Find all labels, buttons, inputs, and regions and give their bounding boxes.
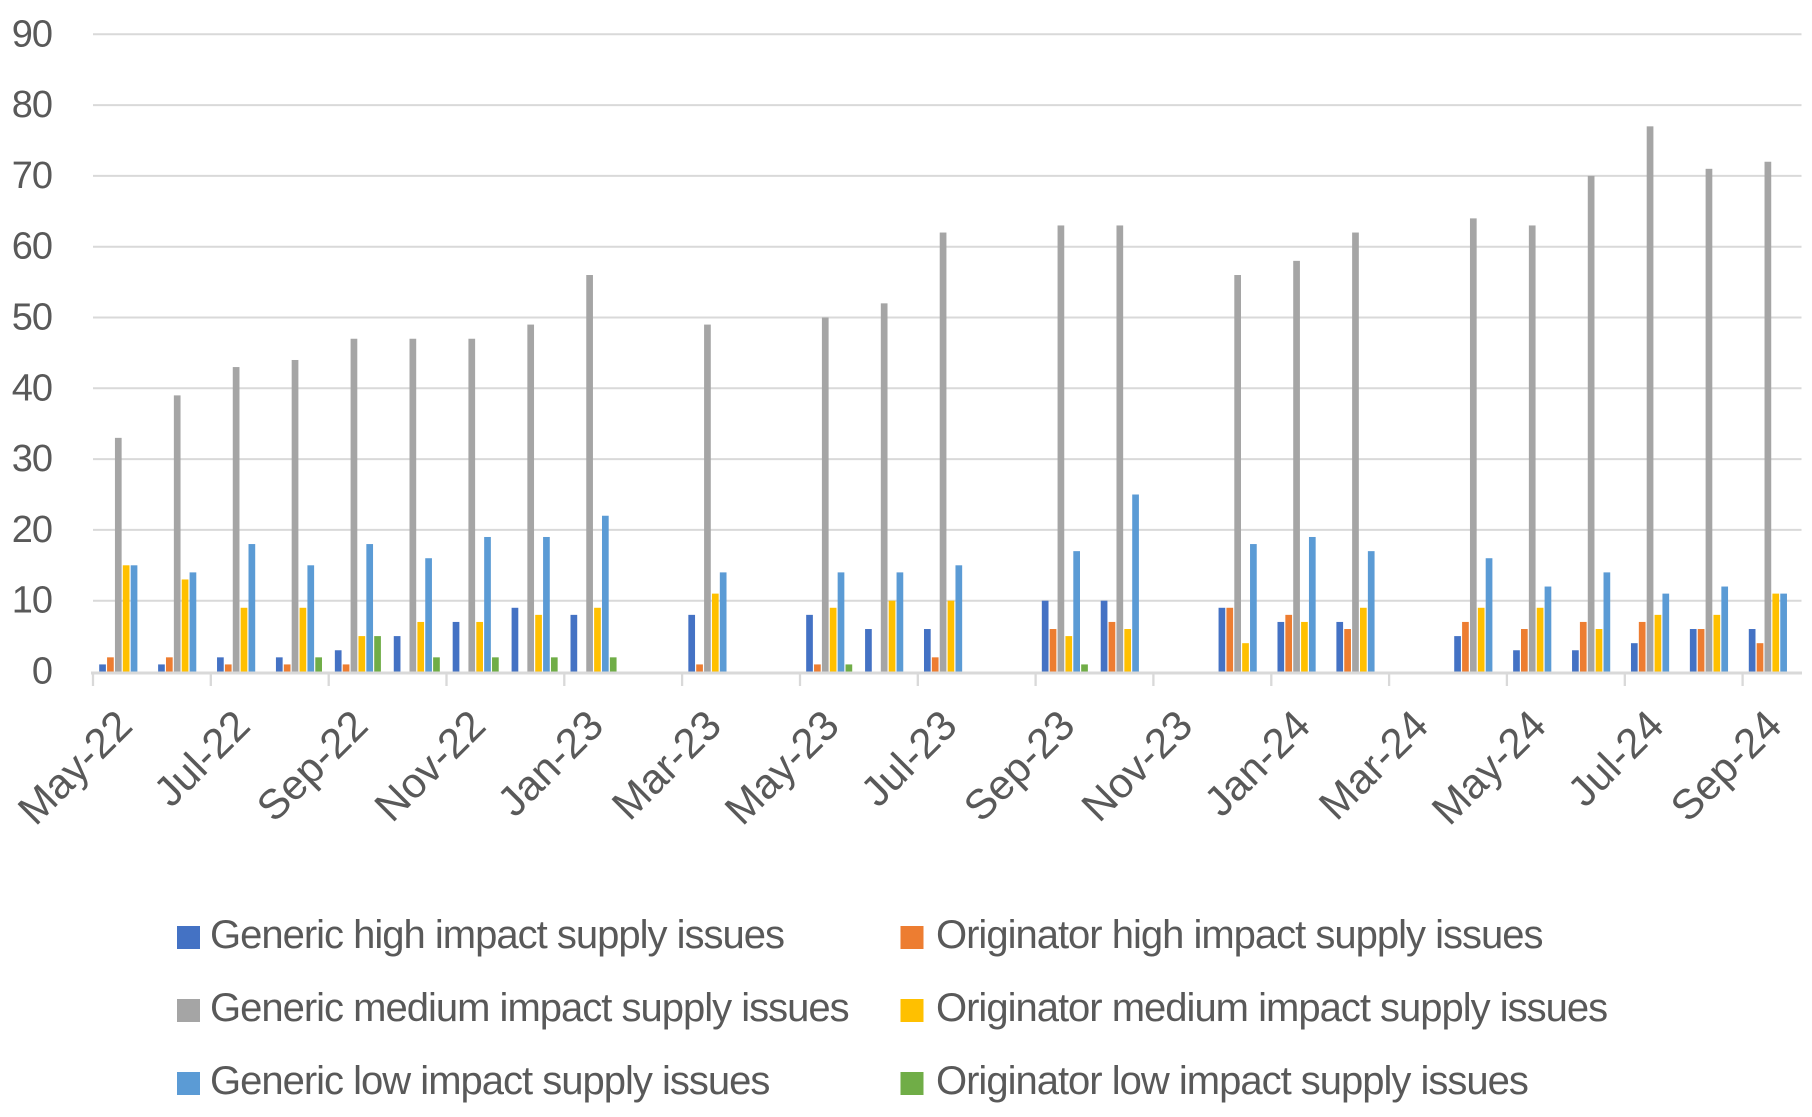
svg-text:Originator high impact supply: Originator high impact supply issues (936, 913, 1543, 957)
svg-text:Originator medium impact suppl: Originator medium impact supply issues (936, 986, 1607, 1030)
svg-text:70: 70 (12, 155, 52, 197)
svg-text:90: 90 (12, 13, 52, 55)
svg-text:80: 80 (12, 84, 52, 126)
svg-text:40: 40 (12, 367, 52, 409)
svg-text:60: 60 (12, 226, 52, 268)
svg-text:Generic high impact supply iss: Generic high impact supply issues (210, 913, 784, 957)
svg-text:Generic medium impact supply i: Generic medium impact supply issues (210, 986, 849, 1030)
svg-text:20: 20 (12, 509, 52, 551)
svg-text:Generic low impact supply issu: Generic low impact supply issues (210, 1059, 769, 1103)
svg-text:0: 0 (32, 651, 52, 693)
svg-text:50: 50 (12, 297, 52, 339)
svg-text:Originator low impact supply i: Originator low impact supply issues (936, 1059, 1528, 1103)
svg-text:10: 10 (12, 580, 52, 622)
svg-text:30: 30 (12, 438, 52, 480)
